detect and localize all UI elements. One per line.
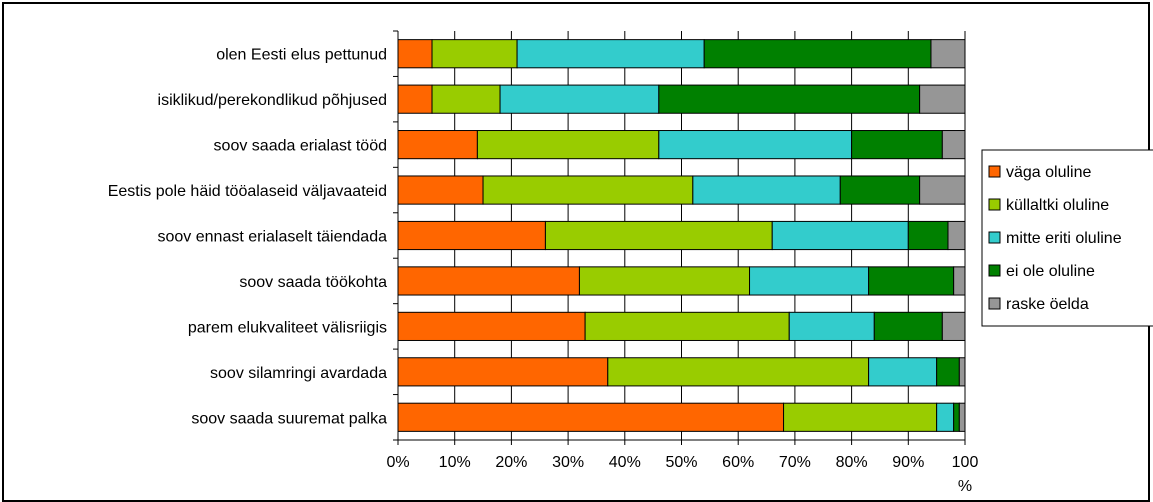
- category-label: soov saada suuremat palka: [191, 410, 387, 427]
- bar-segment: [953, 402, 960, 432]
- legend-box: [981, 149, 1153, 327]
- legend: väga oluline küllaltki oluline mitte eriti…: [981, 149, 1153, 327]
- bar-segment: [783, 402, 938, 432]
- bar-segment: [936, 357, 960, 387]
- x-tick-label: 80%: [836, 454, 868, 471]
- bar-segment: [397, 266, 580, 296]
- bar-segment: [941, 311, 966, 341]
- category-label: parem elukvaliteet välisriigis: [188, 319, 387, 336]
- bar-segment: [930, 39, 966, 69]
- bar-segment: [958, 357, 966, 387]
- bar-segment: [919, 84, 966, 114]
- legend-label: küllaltki oluline: [1006, 197, 1109, 214]
- legend-swatch: [988, 231, 1001, 244]
- legend-swatch: [988, 198, 1001, 211]
- bar-segment: [692, 175, 841, 205]
- x-tick-label: 50%: [665, 454, 697, 471]
- bar-segment: [749, 266, 870, 296]
- legend-label: raske öelda: [1006, 296, 1089, 313]
- bar-segment: [658, 130, 853, 160]
- category-label: olen Eesti elus pettunud: [216, 47, 387, 64]
- bar-segment: [947, 220, 966, 251]
- bar-segment: [397, 84, 433, 114]
- bar-segment: [476, 130, 660, 160]
- bar-segment: [919, 175, 966, 205]
- bar-segment: [584, 311, 790, 341]
- x-tick-label: 0%: [386, 454, 409, 471]
- legend-swatch: [988, 165, 1001, 178]
- bar-segment: [907, 220, 949, 251]
- bar-segment: [499, 84, 660, 114]
- bar-segment: [953, 266, 966, 296]
- bar-segment: [936, 402, 955, 432]
- bar-segment: [516, 39, 705, 69]
- bar-segment: [397, 220, 546, 251]
- bars: [397, 39, 966, 432]
- bar-segment: [431, 39, 518, 69]
- category-label: isiklikud/perekondlikud põhjused: [158, 92, 387, 109]
- legend-label: mitte eriti oluline: [1006, 230, 1122, 247]
- category-labels: olen Eesti elus pettunud isiklikud/pereko…: [108, 47, 387, 428]
- bar-segment: [397, 39, 433, 69]
- bar-segment: [851, 130, 943, 160]
- x-tick-label: 60%: [722, 454, 754, 471]
- bar-segment: [397, 402, 785, 432]
- bar-segment: [958, 402, 966, 432]
- legend-label: ei ole oluline: [1006, 263, 1095, 280]
- bar-segment: [397, 175, 484, 205]
- bar-segment: [607, 357, 870, 387]
- x-tick-label: 40%: [609, 454, 641, 471]
- x-tick-label: 10%: [439, 454, 471, 471]
- axes: [393, 30, 966, 445]
- bar-segment: [868, 357, 938, 387]
- bar-segment: [868, 266, 955, 296]
- bar-segment: [873, 311, 943, 341]
- bar-segment: [839, 175, 921, 205]
- legend-swatch: [988, 297, 1001, 310]
- x-tick-labels: 0% 10% 20% 30% 40% 50% 60% 70% 80% 90% 100%: [386, 454, 978, 495]
- legend-swatch: [988, 264, 1001, 277]
- x-tick-label: 70%: [779, 454, 811, 471]
- bar-segment: [771, 220, 909, 251]
- bar-segment: [703, 39, 932, 69]
- bar-segment: [397, 357, 609, 387]
- bar-segment: [397, 130, 478, 160]
- legend-label: väga oluline: [1006, 164, 1092, 181]
- bar-segment: [941, 130, 966, 160]
- x-tick-label: 30%: [552, 454, 584, 471]
- x-tick-label: 90%: [892, 454, 924, 471]
- bar-segment: [397, 311, 586, 341]
- category-label: soov silamringi avardada: [210, 365, 387, 382]
- bar-segment: [578, 266, 751, 296]
- bar-segment: [482, 175, 694, 205]
- bar-segment: [431, 84, 501, 114]
- x-tick-label: 20%: [495, 454, 527, 471]
- category-label: soov saada töökohta: [239, 274, 387, 291]
- category-label: soov ennast erialaselt täiendada: [158, 229, 388, 246]
- category-label: soov saada erialast tööd: [214, 138, 387, 155]
- x-tick-label: 100%: [952, 454, 979, 495]
- bar-segment: [658, 84, 921, 114]
- category-label: Eestis pole häid tööalaseid väljavaateid: [108, 183, 387, 200]
- bar-segment: [788, 311, 875, 341]
- bar-segment: [544, 220, 773, 251]
